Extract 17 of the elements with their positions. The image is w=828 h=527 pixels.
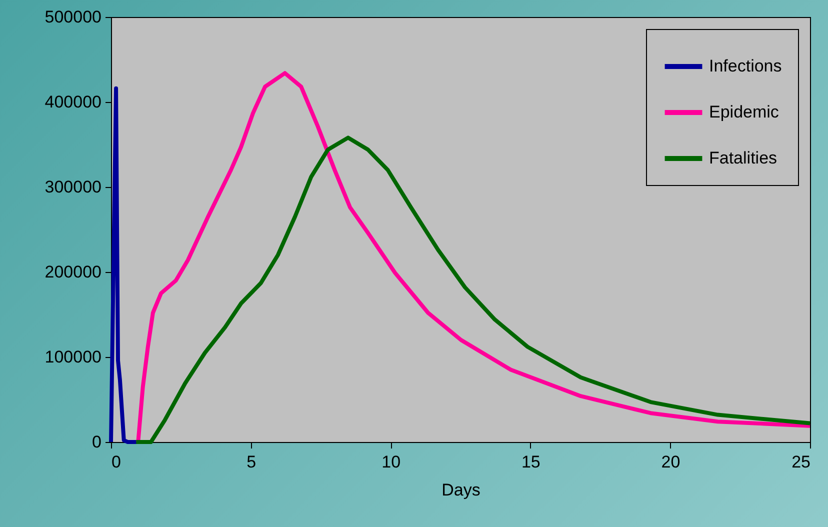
x-tick-label: 20 — [661, 452, 680, 472]
y-tick-label: 300000 — [44, 178, 102, 196]
y-tick-label: 400000 — [44, 92, 102, 112]
y-tick-label: 100000 — [44, 348, 102, 366]
legend-label: Epidemic — [709, 102, 780, 122]
legend-label: Fatalities — [709, 148, 778, 168]
x-tick-label: 0 — [112, 452, 121, 472]
legend-label: Infections — [709, 56, 782, 76]
x-tick-label: 10 — [382, 452, 401, 472]
x-tick-label: 5 — [246, 452, 256, 472]
y-tick-label: 0 — [92, 432, 102, 452]
y-tick-label: 500000 — [44, 8, 102, 26]
y-tick-label: 200000 — [44, 262, 102, 282]
x-tick-label: 25 — [792, 452, 810, 472]
line-series — [134, 136, 812, 444]
x-axis-title: Days — [442, 480, 480, 500]
x-tick-label: 15 — [521, 452, 540, 472]
